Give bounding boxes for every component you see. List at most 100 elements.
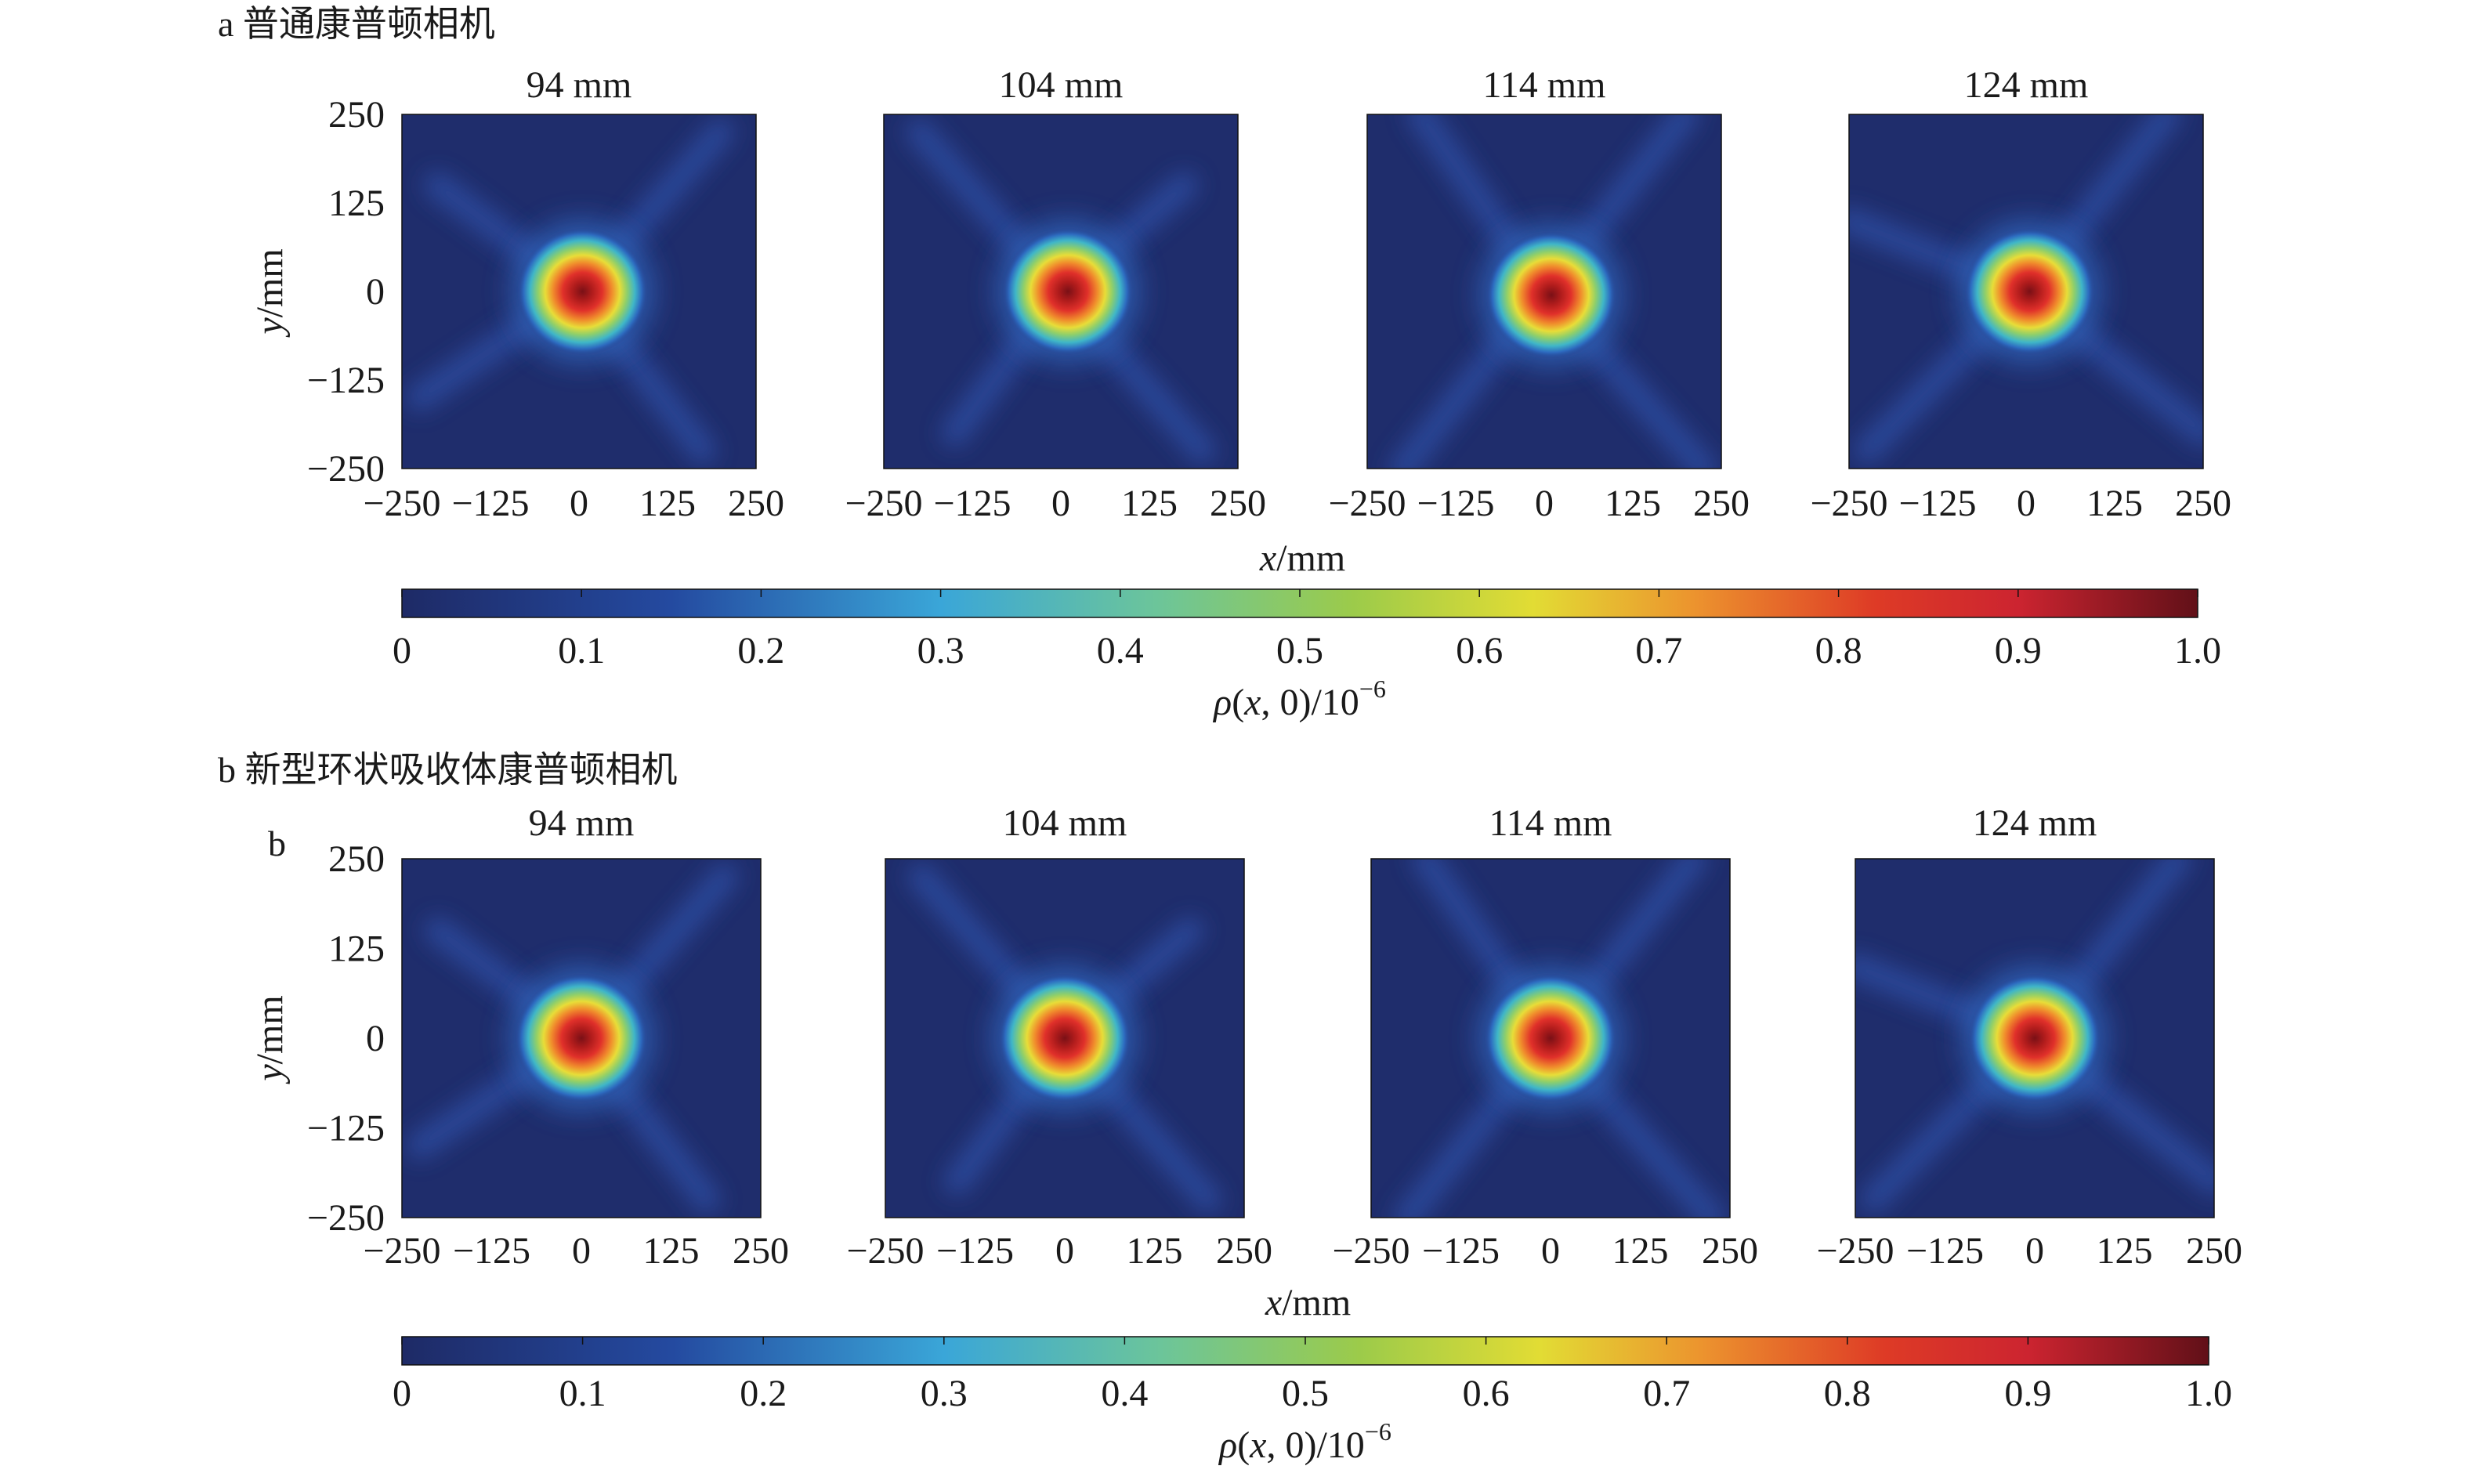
x-tick-label: −250	[363, 1230, 440, 1272]
heatmap-row-b: 94 mm −250 −125 0 125 250 250 125 0 −125 −250 y/mm 1…	[249, 802, 2242, 1466]
x-tick-label: 250	[1702, 1230, 1758, 1272]
x-tick-label: −125	[1422, 1230, 1500, 1272]
x-tick-label: 0	[572, 1230, 591, 1272]
x-tick-label: 250	[728, 483, 784, 524]
colorbar-tick-label: 0.8	[1815, 630, 1862, 671]
axes-frame	[1366, 114, 1722, 469]
axes-frame	[885, 858, 1245, 1218]
axes-frame	[1848, 114, 2204, 469]
axes-frame	[1370, 858, 1731, 1218]
colorbar-label: ρ(x, 0)/10−6	[1212, 675, 1386, 723]
colorbar-tick-label: 0.4	[1101, 1373, 1148, 1414]
x-tick-label: 125	[1612, 1230, 1669, 1272]
x-tick-label: 125	[1121, 483, 1178, 524]
subplot-title: 104 mm	[1003, 802, 1127, 844]
x-tick-label: −125	[933, 483, 1011, 524]
colorbar-tick-label: 0.5	[1276, 630, 1323, 671]
x-tick-label: −250	[1328, 483, 1406, 524]
heatmap-a-3: 114 mm −250 −125 0 125 250	[1328, 64, 1750, 524]
intensity-peak	[1486, 231, 1617, 359]
colorbar-tick-label: 0.9	[1995, 630, 2042, 671]
intensity-peak	[1002, 227, 1134, 356]
colorbar-tick-label: 0.3	[917, 630, 964, 671]
x-tick-label: 250	[2175, 483, 2231, 524]
y-axis-label: y/mm	[249, 995, 291, 1084]
colorbar-tick-label: 0.9	[2004, 1373, 2051, 1414]
colorbar-tick-label: 0.5	[1282, 1373, 1329, 1414]
x-tick-label: 0	[2017, 483, 2036, 524]
colorbar-tick-label: 0	[393, 630, 411, 671]
colorbar-tick-label: 0.8	[1824, 1373, 1871, 1414]
x-tick-label: 0	[1541, 1230, 1560, 1272]
y-tick-label: 250	[328, 94, 385, 136]
axes-frame	[401, 858, 762, 1218]
x-tick-label: 0	[1051, 483, 1070, 524]
x-tick-label: 0	[1055, 1230, 1074, 1272]
subplot-title: 124 mm	[1973, 802, 2097, 844]
subplot-title: 94 mm	[529, 802, 635, 844]
heatmap-b-1: 94 mm −250 −125 0 125 250 250 125 0 −125 −250 y/mm	[249, 802, 789, 1272]
y-tick-label: 250	[328, 838, 385, 880]
x-tick-label: 125	[643, 1230, 700, 1272]
intensity-peak	[1963, 227, 2096, 356]
y-tick-label: 0	[366, 1018, 385, 1059]
heatmap-b-4: 124 mm −250 −125 0 125 250	[1816, 802, 2242, 1272]
y-tick-label: 125	[328, 928, 385, 970]
colorbar-tick-label: 0.2	[737, 630, 784, 671]
y-tick-label: −250	[307, 448, 385, 490]
subplot-title: 114 mm	[1483, 64, 1606, 106]
colorbar-tick-label: 1.0	[2185, 1373, 2232, 1414]
colorbar-tick-label: 0	[393, 1373, 411, 1414]
x-tick-label: −125	[936, 1230, 1014, 1272]
x-tick-label: 125	[1127, 1230, 1183, 1272]
y-tick-label: −125	[307, 1108, 385, 1149]
y-tick-label: 0	[366, 271, 385, 313]
x-tick-label: 250	[2186, 1230, 2242, 1272]
x-tick-label: 250	[733, 1230, 789, 1272]
colorbar-tick-label: 0.7	[1635, 630, 1682, 671]
colorbar-tick-label: 0.6	[1463, 1373, 1510, 1414]
x-tick-label: −250	[846, 1230, 924, 1272]
axes-frame	[883, 114, 1239, 469]
x-tick-label: −250	[363, 483, 440, 524]
x-tick-label: −125	[1417, 483, 1494, 524]
panel-label-a: a 普通康普顿相机	[218, 4, 495, 44]
x-tick-label: 250	[1216, 1230, 1272, 1272]
colorbar-tick-label: 0.1	[558, 630, 605, 671]
heatmap-a-4: 124 mm −250 −125 0 125 250	[1810, 64, 2231, 524]
intensity-peak	[1968, 973, 2101, 1103]
x-tick-label: −125	[453, 1230, 530, 1272]
x-axis-label: x/mm	[1259, 537, 1345, 579]
x-tick-label: −125	[1898, 483, 1976, 524]
subplot-title: 124 mm	[1964, 64, 2089, 106]
x-axis-label: x/mm	[1265, 1282, 1351, 1323]
colorbar-tick-label: 0.6	[1456, 630, 1503, 671]
colorbar-tick-label: 0.3	[921, 1373, 968, 1414]
intensity-peak	[1484, 973, 1617, 1103]
heatmap-a-2: 104 mm −250 −125 0 125 250	[845, 64, 1266, 524]
x-tick-label: 250	[1693, 483, 1750, 524]
x-tick-label: −125	[451, 483, 529, 524]
heatmap-b-2: 104 mm −250 −125 0 125 250	[846, 802, 1272, 1272]
x-tick-label: 0	[570, 483, 588, 524]
x-tick-label: 0	[2025, 1230, 2044, 1272]
x-tick-label: 125	[1605, 483, 1661, 524]
intensity-peak	[515, 973, 648, 1103]
colorbar-label: ρ(x, 0)/10−6	[1218, 1417, 1391, 1466]
subplot-title: 114 mm	[1489, 802, 1612, 844]
panel-label-b: b 新型环状吸收体康普顿相机	[218, 750, 678, 790]
colorbar-tick-label: 1.0	[2174, 630, 2221, 671]
axes-frame	[1855, 858, 2215, 1218]
y-tick-label: −125	[307, 360, 385, 401]
y-axis-label: y/mm	[249, 248, 291, 338]
x-tick-label: −250	[845, 483, 922, 524]
x-tick-label: 125	[639, 483, 696, 524]
subplot-title: 104 mm	[999, 64, 1124, 106]
x-tick-label: −125	[1906, 1230, 1984, 1272]
y-tick-label: −250	[307, 1197, 385, 1239]
heatmap-b-3: 114 mm −250 −125 0 125 250	[1332, 802, 1758, 1272]
row-label-b: b	[268, 823, 286, 863]
x-tick-label: −250	[1810, 483, 1887, 524]
colorbar-tick-label: 0.2	[740, 1373, 787, 1414]
